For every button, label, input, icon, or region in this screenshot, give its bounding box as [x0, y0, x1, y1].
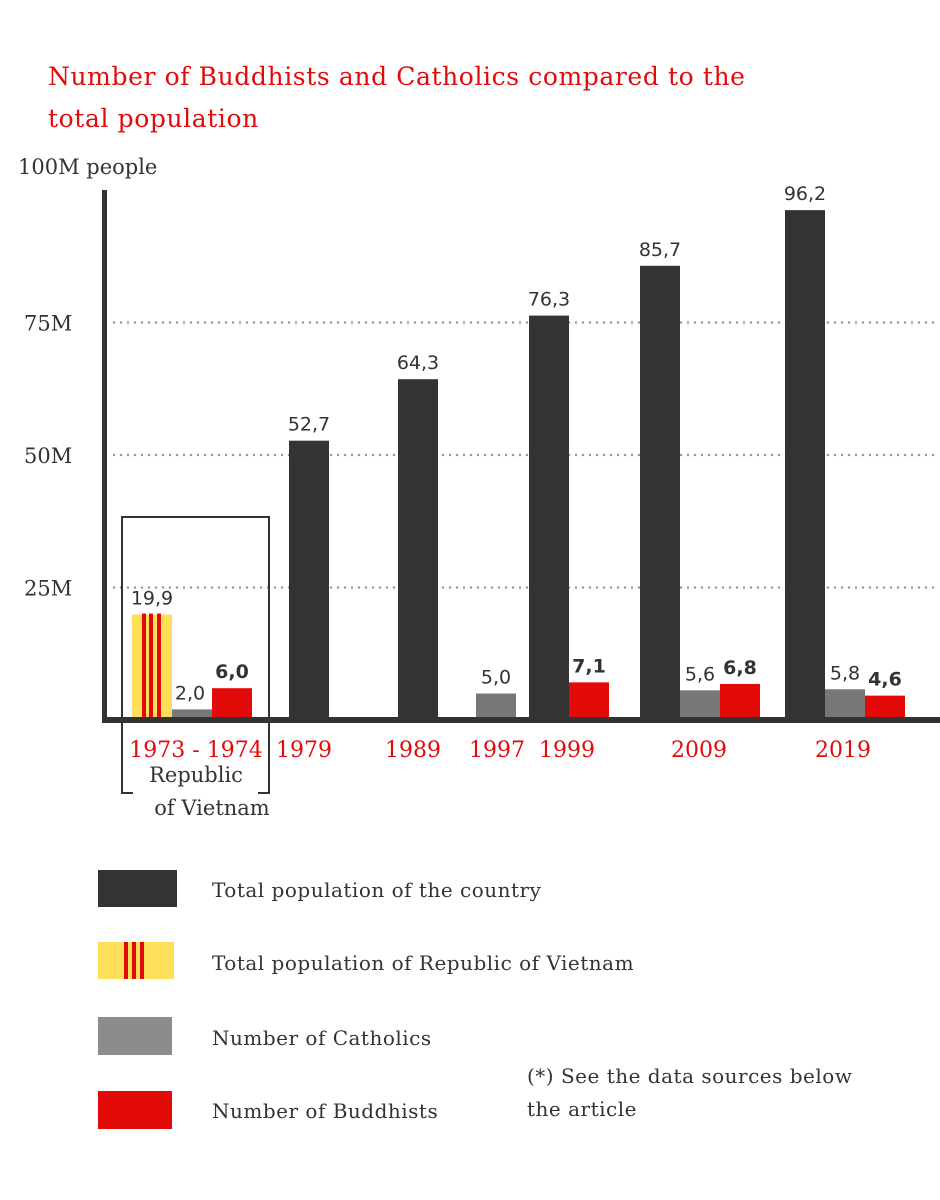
- value-label-catholics: 2,0: [175, 682, 205, 704]
- bar-total-1989: [398, 379, 438, 720]
- legend-swatch-rvn-stripe: [132, 942, 136, 979]
- value-label-total: 85,7: [639, 239, 681, 261]
- bar-rvn-stripe: [149, 613, 153, 720]
- value-label-buddhists: 4,6: [868, 669, 902, 691]
- bar-buddhists-2009: [720, 683, 760, 720]
- legend-swatch-catholics: [98, 1017, 172, 1055]
- value-label-catholics: 5,8: [830, 662, 860, 684]
- y-tick-label: 25M: [24, 577, 72, 601]
- value-label-buddhists: 6,8: [723, 657, 757, 679]
- y-axis-line: [102, 190, 107, 723]
- footnote-line-1: (*) See the data sources below: [527, 1064, 852, 1088]
- y-axis-label: 100M people: [18, 155, 157, 179]
- bar-rvn-stripe: [157, 613, 161, 720]
- bracket-top-box: [121, 516, 270, 723]
- value-label-total: 96,2: [784, 183, 826, 205]
- bar-total-2009: [640, 265, 680, 720]
- bar-total-1999: [529, 315, 569, 720]
- bar-catholics-2009: [680, 690, 720, 720]
- category-labels: 1973 - 1974 1979 1989 1997 1999 2009 2019: [129, 738, 871, 763]
- y-tick-label: 75M: [24, 312, 72, 336]
- value-label-buddhists: 6,0: [215, 661, 249, 683]
- value-label-rvn: 19,9: [131, 588, 173, 610]
- legend-swatch-rvn-stripe: [140, 942, 144, 979]
- bracket-bottom-left: [121, 723, 133, 794]
- bars: [132, 210, 905, 720]
- category-note-line-2: of Vietnam: [154, 796, 270, 820]
- category-label: 1997: [469, 738, 525, 763]
- legend-label-catholics: Number of Catholics: [212, 1026, 432, 1050]
- value-label-catholics: 5,6: [685, 663, 715, 685]
- value-label-total: 76,3: [528, 289, 570, 311]
- category-label: 1973 - 1974: [129, 738, 262, 763]
- legend-label-buddhists: Number of Buddhists: [212, 1099, 438, 1123]
- category-label: 1999: [539, 738, 595, 763]
- bar-catholics-1973 - 1974: [172, 709, 212, 720]
- legend-swatch-rvn-stripe: [124, 942, 128, 979]
- category-label: 2009: [671, 738, 727, 763]
- republic-of-vietnam-bracket: [121, 516, 270, 794]
- y-tick-label: 50M: [24, 444, 72, 468]
- bar-buddhists-1999: [569, 682, 609, 720]
- x-axis-line: [102, 717, 940, 723]
- footnote-line-2: the article: [527, 1097, 637, 1121]
- bar-total-2019: [785, 210, 825, 720]
- y-tick-labels: 25M 50M 75M: [24, 312, 72, 601]
- gridlines: [112, 321, 940, 589]
- value-label-total: 64,3: [397, 352, 439, 374]
- category-label: 2019: [815, 738, 871, 763]
- bar-catholics-1997: [476, 693, 516, 720]
- chart-title-line-1: Number of Buddhists and Catholics compar…: [48, 62, 746, 91]
- legend-swatch-buddhists: [98, 1091, 172, 1129]
- category-label: 1989: [385, 738, 441, 763]
- bar-rvn-stripe: [142, 613, 146, 720]
- category-note-line-1: Republic: [149, 763, 243, 787]
- bar-buddhists-2019: [865, 695, 905, 720]
- legend: Total population of the country Total po…: [98, 870, 634, 1129]
- legend-swatch-rvn: [98, 942, 174, 979]
- chart-title-line-2: total population: [48, 104, 259, 133]
- value-label-catholics: 5,0: [481, 667, 511, 689]
- bar-total-1979: [289, 440, 329, 720]
- category-label: 1979: [276, 738, 332, 763]
- bar-buddhists-1973 - 1974: [212, 688, 252, 720]
- bracket-bottom-right: [258, 723, 270, 794]
- value-label-total: 52,7: [288, 414, 330, 436]
- bar-rvn-1973 - 1974: [132, 613, 172, 720]
- legend-label-total: Total population of the country: [212, 878, 542, 902]
- bar-catholics-2019: [825, 689, 865, 720]
- legend-label-rvn: Total population of Republic of Vietnam: [212, 951, 634, 975]
- value-labels: 52,7 64,3 76,3 85,7 96,2 19,9 2,0 5,0 5,6 5,8 6,0 7…: [131, 183, 902, 704]
- value-label-buddhists: 7,1: [572, 655, 606, 677]
- legend-swatch-total: [98, 870, 177, 907]
